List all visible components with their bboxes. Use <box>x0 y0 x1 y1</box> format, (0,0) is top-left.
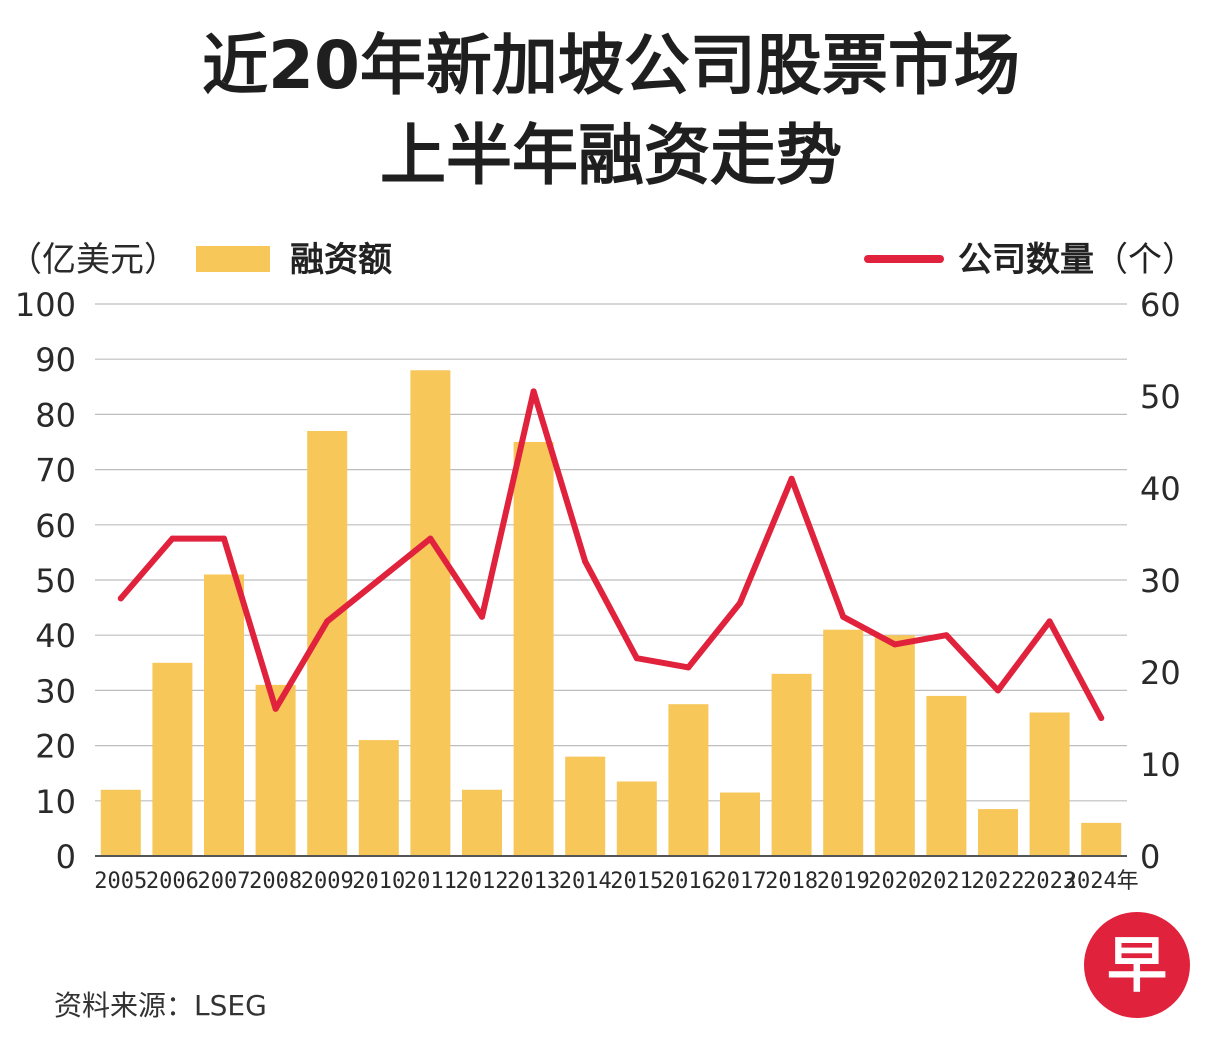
left-axis-unit: （亿美元） <box>8 240 178 280</box>
logo-text: 早 <box>1107 931 1167 1001</box>
line-point-2016 <box>685 664 692 671</box>
x-axis-tick-label: 2019 <box>817 869 870 894</box>
bar-2005 <box>100 789 141 856</box>
line-point-2006 <box>169 535 176 542</box>
left-axis-tick-label: 100 <box>15 286 76 324</box>
left-axis-tick-label: 90 <box>35 341 76 379</box>
line-point-2018 <box>788 475 795 482</box>
x-axis-tick-label: 2024年 <box>1064 869 1139 894</box>
x-axis-tick-label: 2008 <box>249 869 302 894</box>
x-axis-tick-label: 2021 <box>920 869 973 894</box>
company-count-line <box>117 388 1105 721</box>
left-axis-tick-label: 50 <box>35 562 76 600</box>
x-axis-tick-label: 2022 <box>972 869 1025 894</box>
source-note: 资料来源：LSEG <box>54 989 267 1022</box>
left-axis-tick-label: 40 <box>35 617 76 655</box>
bar-2007 <box>204 574 244 856</box>
x-axis-tick-label: 2012 <box>456 869 509 894</box>
x-axis-tick-label: 2007 <box>198 869 251 894</box>
bar-2020 <box>874 635 915 856</box>
legend-bar-label: 融资额 <box>290 240 392 280</box>
x-axis-tick-label: 2018 <box>765 869 818 894</box>
bar-2006 <box>152 662 193 856</box>
line-point-2011 <box>427 535 434 542</box>
x-axis-tick-label: 2016 <box>662 869 715 894</box>
left-axis-tick-label: 80 <box>35 396 76 434</box>
bar-2012 <box>462 789 502 856</box>
chart-title-line2: 上半年融资走势 <box>380 117 842 194</box>
legend-line-swatch <box>864 255 944 263</box>
right-axis-tick-label: 0 <box>1140 838 1160 876</box>
line-point-2013 <box>530 388 537 395</box>
bar-2022 <box>978 809 1018 856</box>
left-axis-tick-label: 20 <box>35 728 76 766</box>
x-axis-tick-label: 2011 <box>404 869 457 894</box>
right-axis-tick-label: 20 <box>1140 654 1181 692</box>
line-point-2005 <box>117 595 124 602</box>
x-axis-tick-label: 2010 <box>352 869 405 894</box>
bar-2018 <box>771 673 812 856</box>
line-point-2007 <box>221 535 227 542</box>
line-point-2020 <box>891 641 898 648</box>
legend-line-name: 公司数量 <box>958 240 1094 280</box>
line-point-2019 <box>840 613 847 620</box>
right-axis-unit: （个） <box>1094 240 1196 280</box>
bar-2019 <box>823 629 864 856</box>
line-point-2024年 <box>1098 715 1105 721</box>
x-axis-tick-label: 2017 <box>714 869 767 894</box>
line-point-2017 <box>737 600 743 606</box>
bar-2013 <box>513 442 554 856</box>
x-axis-tick-label: 2015 <box>610 869 663 894</box>
right-axis-tick-label: 40 <box>1140 470 1181 508</box>
left-axis-tick-label: 0 <box>56 838 76 876</box>
x-axis-tick-label: 2023 <box>1023 869 1076 894</box>
x-axis-tick-label: 2006 <box>146 869 199 894</box>
left-axis-tick-label: 70 <box>35 452 76 490</box>
bar-2021 <box>926 695 967 856</box>
line-point-2022 <box>995 687 1001 694</box>
bar-2023 <box>1029 712 1070 856</box>
chart-title-line1: 近20年新加坡公司股票市场 <box>202 27 1020 104</box>
bar-2024年 <box>1081 822 1122 856</box>
bar-2008 <box>255 684 296 856</box>
bar-2015 <box>616 781 657 856</box>
line-point-2015 <box>633 655 640 662</box>
x-axis-tick-label: 2005 <box>94 869 147 894</box>
bar-2016 <box>668 704 709 856</box>
right-axis-tick-label: 60 <box>1140 286 1181 324</box>
bar-2014 <box>565 756 606 856</box>
line-point-2021 <box>943 632 950 639</box>
right-axis-tick-label: 50 <box>1140 378 1181 416</box>
x-axis-tick-label: 2009 <box>301 869 354 894</box>
zaobao-logo-icon: 早 <box>1084 912 1190 1018</box>
bar-2010 <box>358 740 399 856</box>
left-axis-tick-label: 10 <box>35 783 76 821</box>
line-point-2014 <box>582 558 589 565</box>
legend-bar-swatch <box>196 246 270 272</box>
legend-line-label: 公司数量（个） <box>958 240 1196 280</box>
left-axis-tick-label: 30 <box>35 672 76 710</box>
bar-2017 <box>720 792 760 856</box>
x-axis-tick-label: 2020 <box>868 869 921 894</box>
line-point-2023 <box>1046 618 1053 625</box>
left-axis-tick-label: 60 <box>35 507 76 545</box>
bar-2011 <box>410 370 451 856</box>
line-point-2009 <box>324 618 331 625</box>
line-point-2008 <box>272 705 279 712</box>
line-point-2010 <box>375 577 382 583</box>
line-point-2012 <box>479 613 485 620</box>
right-axis-tick-label: 30 <box>1140 562 1181 600</box>
right-axis-tick-label: 10 <box>1140 746 1181 784</box>
x-axis-tick-label: 2013 <box>507 869 560 894</box>
x-axis-tick-label: 2014 <box>559 869 612 894</box>
